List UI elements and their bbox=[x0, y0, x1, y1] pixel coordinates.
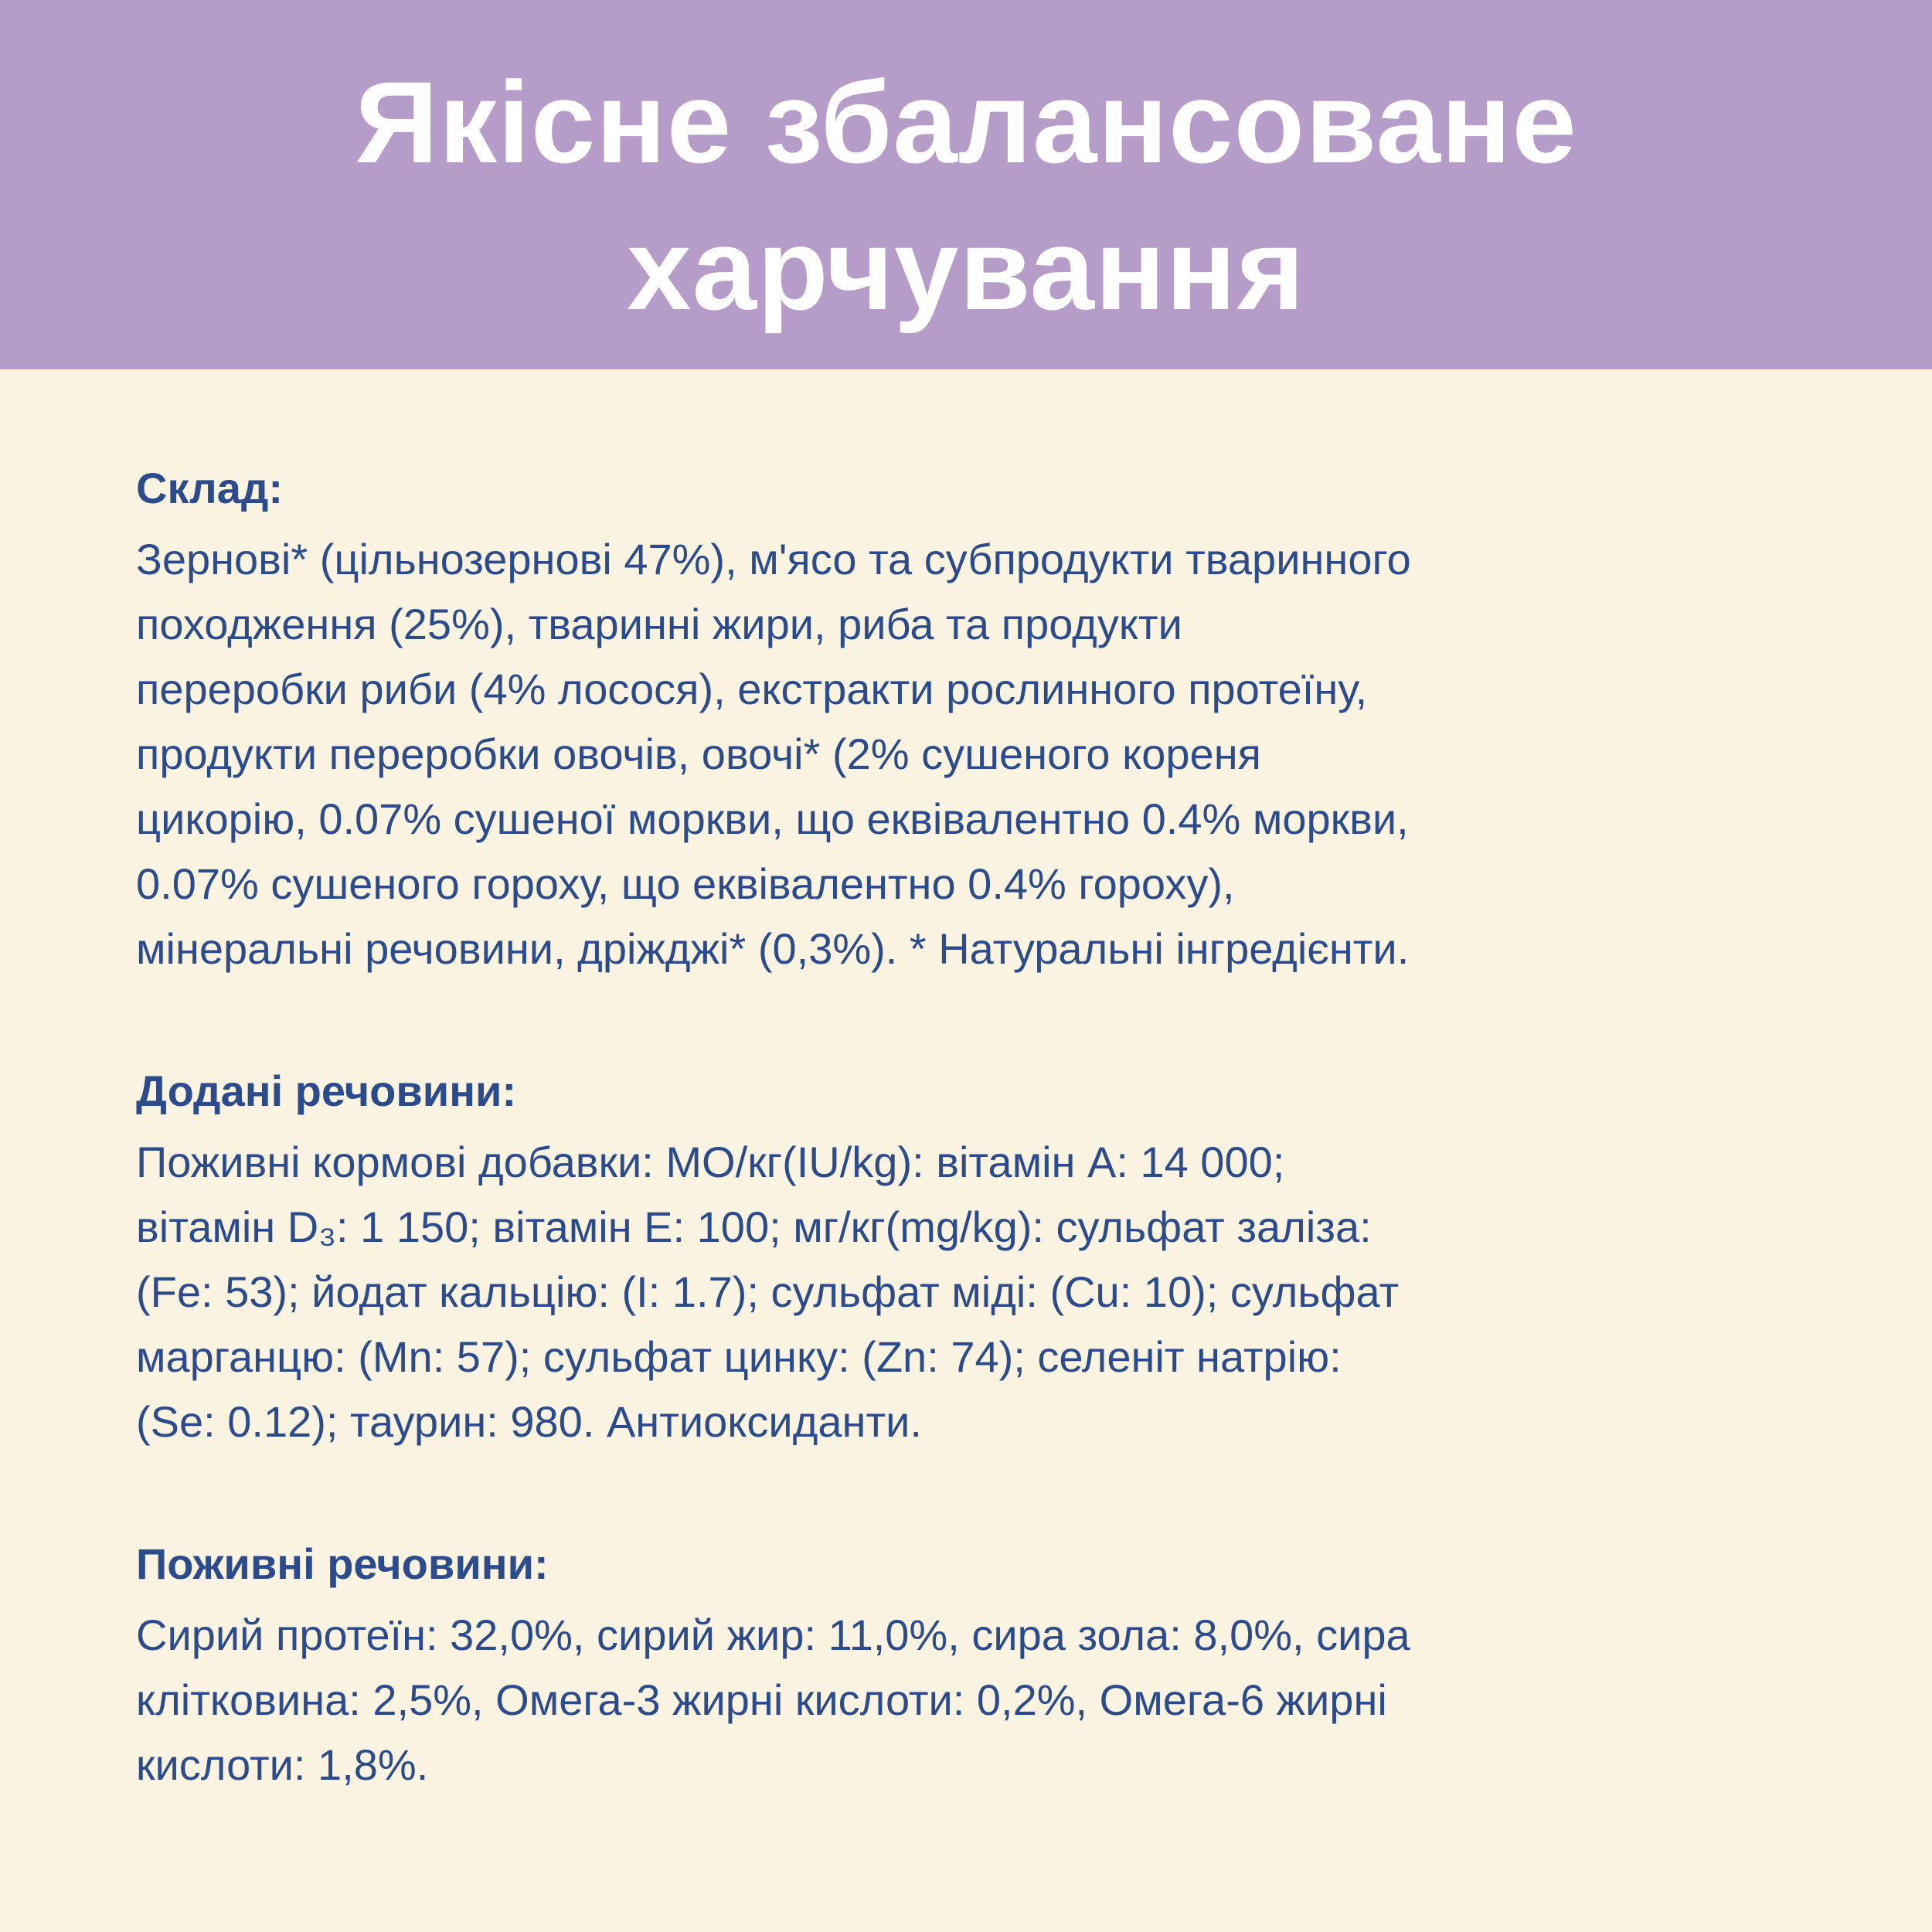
composition-heading: Склад: bbox=[136, 464, 284, 512]
header-banner: Якісне збалансоване харчування bbox=[0, 0, 1932, 369]
section-composition: Склад: Зернові* (цільнозернові 47%), м'я… bbox=[136, 456, 1731, 981]
page-title-line-2: харчування bbox=[627, 204, 1305, 334]
section-additives: Додані речовини: Поживні кормові добавки… bbox=[136, 1059, 1731, 1454]
additives-heading: Додані речовини: bbox=[136, 1066, 517, 1115]
section-nutrients: Поживні речовини: Сирий протеїн: 32,0%, … bbox=[136, 1532, 1731, 1798]
nutrients-heading: Поживні речовини: bbox=[136, 1539, 549, 1588]
nutrients-text: Сирий протеїн: 32,0%, сирий жир: 11,0%, … bbox=[136, 1611, 1410, 1789]
additives-text: Поживні кормові добавки: МО/кг(IU/kg): в… bbox=[136, 1138, 1400, 1446]
page-title-line-1: Якісне збалансоване bbox=[355, 57, 1577, 187]
label-content: Склад: Зернові* (цільнозернові 47%), м'я… bbox=[0, 369, 1932, 1798]
composition-text: Зернові* (цільнозернові 47%), м'ясо та с… bbox=[136, 535, 1411, 973]
